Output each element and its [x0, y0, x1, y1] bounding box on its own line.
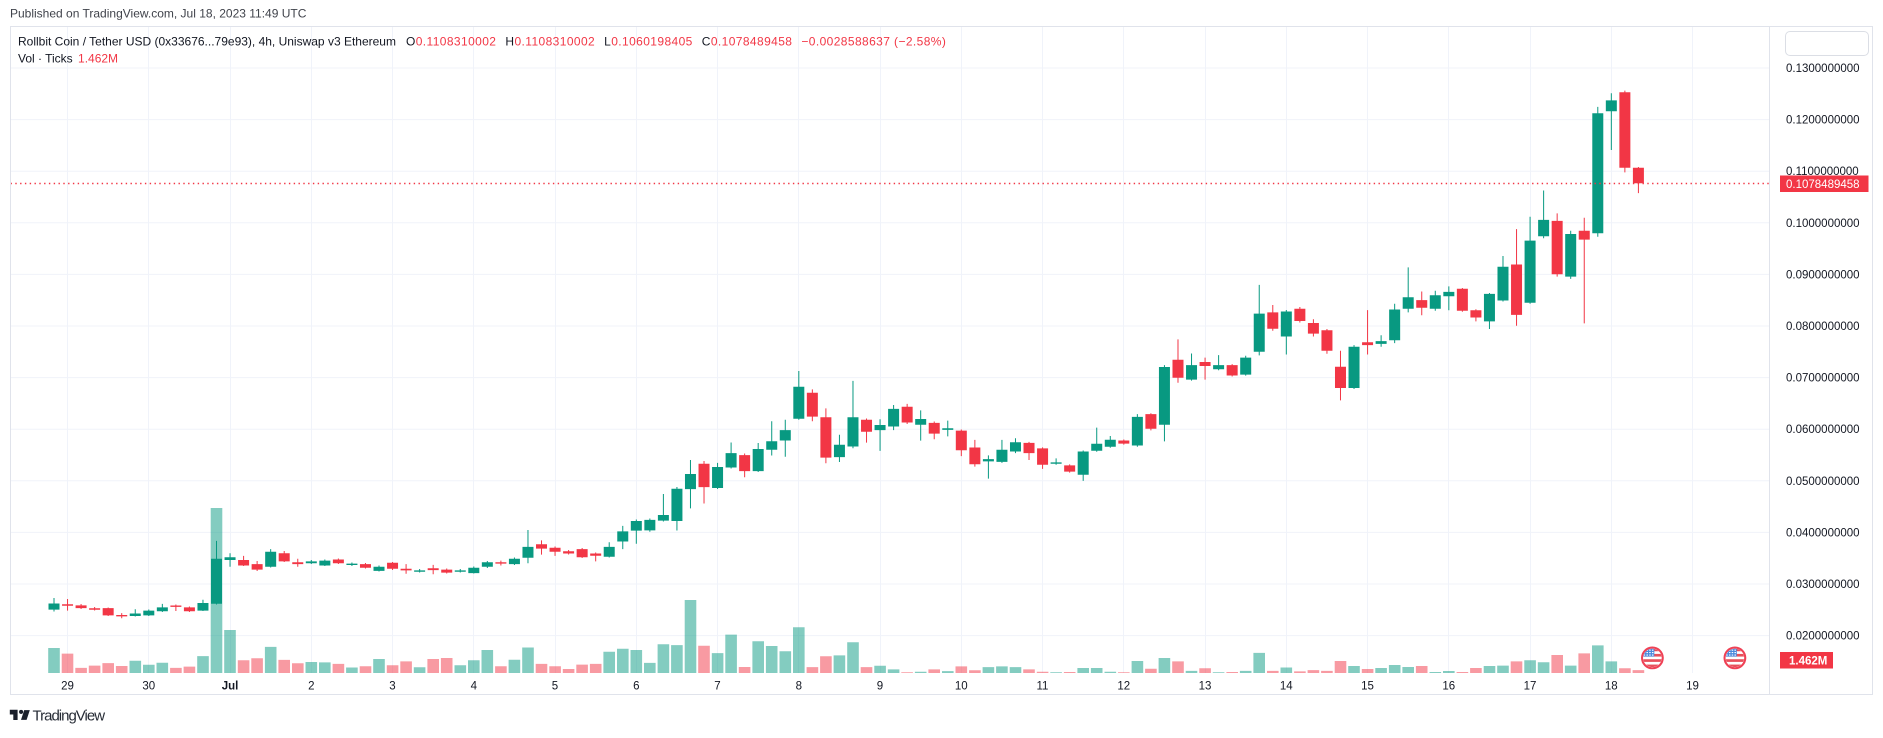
svg-text:11: 11 — [1037, 681, 1049, 693]
svg-text:17: 17 — [1524, 681, 1537, 693]
svg-text:0.0200000000: 0.0200000000 — [1786, 631, 1860, 643]
svg-text:0.0600000000: 0.0600000000 — [1786, 424, 1860, 436]
svg-text:0.0500000000: 0.0500000000 — [1786, 476, 1860, 488]
svg-text:0.0300000000: 0.0300000000 — [1786, 579, 1860, 591]
svg-text:10: 10 — [955, 681, 968, 693]
svg-text:0.0900000000: 0.0900000000 — [1786, 269, 1860, 281]
svg-text:0.1000000000: 0.1000000000 — [1786, 218, 1860, 230]
svg-text:0.1300000000: 0.1300000000 — [1786, 63, 1860, 75]
svg-text:8: 8 — [796, 681, 802, 693]
svg-text:18: 18 — [1605, 681, 1618, 693]
svg-text:0.0800000000: 0.0800000000 — [1786, 321, 1860, 333]
svg-text:0.0700000000: 0.0700000000 — [1786, 373, 1860, 385]
svg-text:15: 15 — [1361, 681, 1374, 693]
svg-text:9: 9 — [877, 681, 883, 693]
svg-text:29: 29 — [61, 681, 74, 693]
svg-text:13: 13 — [1199, 681, 1212, 693]
svg-text:30: 30 — [142, 681, 155, 693]
svg-text:14: 14 — [1280, 681, 1293, 693]
svg-text:0.1200000000: 0.1200000000 — [1786, 115, 1860, 127]
svg-text:2: 2 — [308, 681, 314, 693]
svg-text:0.1100000000: 0.1100000000 — [1786, 166, 1859, 178]
svg-text:Rollbit Coin / Tether USD (0x3: Rollbit Coin / Tether USD (0x33676...79e… — [18, 34, 946, 48]
svg-text:6: 6 — [633, 681, 639, 693]
svg-text:4: 4 — [471, 681, 478, 693]
svg-text:TradingView: TradingView — [33, 708, 106, 725]
svg-text:1.462M: 1.462M — [1789, 655, 1827, 667]
svg-text:3: 3 — [389, 681, 395, 693]
svg-text:0.1078489458: 0.1078489458 — [1786, 179, 1860, 191]
svg-text:5: 5 — [552, 681, 558, 693]
svg-text:19: 19 — [1686, 681, 1699, 693]
svg-text:Vol · Ticks 1.462M: Vol · Ticks 1.462M — [18, 51, 118, 65]
svg-text:12: 12 — [1117, 681, 1130, 693]
svg-text:16: 16 — [1442, 681, 1455, 693]
svg-text:7: 7 — [714, 681, 720, 693]
svg-text:Published on TradingView.com,: Published on TradingView.com, Jul 18, 20… — [10, 7, 307, 21]
svg-text:Jul: Jul — [222, 681, 239, 693]
svg-text:0.0400000000: 0.0400000000 — [1786, 527, 1860, 539]
